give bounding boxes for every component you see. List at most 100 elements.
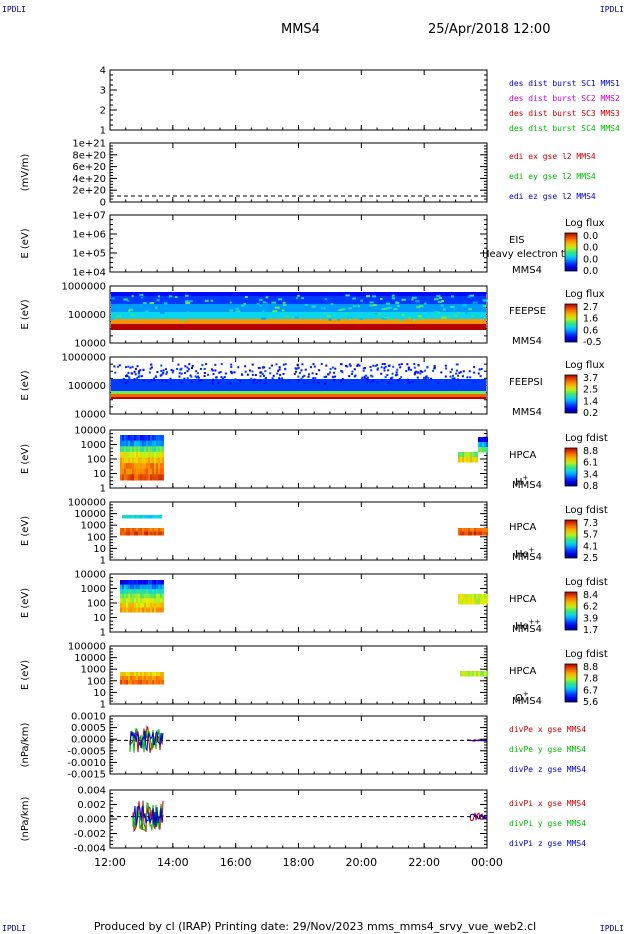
spectrogram-cell xyxy=(130,676,132,681)
spectrogram-cell xyxy=(461,375,464,378)
spectrogram-cell xyxy=(297,381,300,384)
spectrogram-cell xyxy=(128,474,130,481)
spectrogram-cell xyxy=(229,301,232,304)
spectrogram-cell xyxy=(132,435,134,442)
spectrogram-cell xyxy=(381,379,384,382)
spectrogram-cell xyxy=(140,531,142,536)
spectrogram-cell xyxy=(150,463,152,470)
y-tick-label: 10000 xyxy=(74,339,106,350)
spectrogram-cell xyxy=(142,598,144,604)
spectrogram-cell xyxy=(162,369,165,372)
spectrogram-cell xyxy=(124,463,126,470)
y-axis-label: (nPa/km) xyxy=(20,797,31,842)
spectrogram-cell xyxy=(140,515,142,519)
spectrogram-cell xyxy=(150,451,152,458)
spectrogram-cell xyxy=(148,457,150,464)
spectrogram-cell xyxy=(199,367,202,370)
spectrogram-cell xyxy=(128,680,130,685)
spectrogram-cell xyxy=(189,374,192,377)
spectrogram-cell xyxy=(138,602,140,608)
spectrogram-cell xyxy=(413,373,416,376)
spectrogram-cell xyxy=(484,671,486,677)
spectrogram-cell xyxy=(162,598,164,604)
spectrogram-cell xyxy=(134,468,136,475)
spectrogram-cell xyxy=(415,370,418,373)
series-line xyxy=(469,813,488,820)
spectrogram-cell xyxy=(470,599,472,605)
spectrogram-cell xyxy=(134,446,136,453)
x-tick-label: 20:00 xyxy=(345,856,377,869)
colorbar-label: 3.7 xyxy=(583,373,598,384)
spectrogram-cell xyxy=(480,447,482,453)
spectrogram-cell xyxy=(146,598,148,604)
spectrogram-cell xyxy=(128,528,130,532)
y-tick-label: -0.004 xyxy=(74,844,106,855)
spectrogram-cell xyxy=(136,440,138,447)
y-tick-label: -0.0010 xyxy=(67,758,106,769)
y-tick-label: 3 xyxy=(100,86,106,97)
spectrogram-cell xyxy=(470,314,475,317)
spectrogram-cell xyxy=(445,379,448,382)
spectrogram-cell xyxy=(140,584,142,590)
spectrogram-cell xyxy=(144,531,146,536)
spectrogram-cell xyxy=(280,381,283,384)
spectrogram-cell xyxy=(124,435,126,442)
spectrogram-cell xyxy=(478,437,480,443)
spectrogram-cell xyxy=(480,442,482,448)
y-tick-label: 10000 xyxy=(74,653,106,664)
colorbar-label: 1.4 xyxy=(583,396,598,407)
spectrogram-cell xyxy=(124,515,126,519)
spectrogram-cell xyxy=(150,446,152,453)
spectrogram-cell xyxy=(144,580,146,586)
spectrogram-cell xyxy=(369,304,374,307)
spectrogram-cell xyxy=(244,370,247,373)
spectrogram-cell xyxy=(126,440,128,447)
spectrogram-cell xyxy=(183,377,186,380)
spectrogram-cell xyxy=(468,457,470,463)
spectrogram-cell xyxy=(155,382,158,385)
colorbar-label: 3.4 xyxy=(583,469,598,480)
spectrogram-cell xyxy=(130,531,132,536)
spectrogram-cell xyxy=(180,381,183,384)
hpca-spectrogram xyxy=(120,580,164,613)
spectrogram-cell xyxy=(162,528,164,532)
spacecraft-label: MMS4 xyxy=(512,480,542,491)
spectrogram-cell xyxy=(169,377,172,380)
y-tick-label: 0.0005 xyxy=(71,723,106,734)
spectrogram-cell xyxy=(439,380,442,383)
spectrogram-cell xyxy=(114,371,117,374)
spectrogram-cell xyxy=(154,528,156,532)
spectrogram-cell xyxy=(132,440,134,447)
spectrogram-cell xyxy=(116,315,122,318)
spectrogram-cell xyxy=(458,382,461,385)
spectrogram-cell xyxy=(140,580,142,586)
spectrogram-cell xyxy=(354,374,357,377)
spectrogram-cell xyxy=(146,474,148,481)
instrument-label: HPCA xyxy=(509,666,537,677)
colorbar-label: 1.6 xyxy=(583,314,598,325)
spectrogram-cell xyxy=(132,528,134,532)
spectrogram-cell xyxy=(486,671,488,677)
spectrogram-cell xyxy=(474,531,476,536)
spectrogram-cell xyxy=(383,369,386,372)
spectrogram-cell xyxy=(407,378,410,381)
spectrogram-cell xyxy=(150,602,152,608)
spectrogram-cell xyxy=(136,589,138,595)
spectrogram-cell xyxy=(160,580,162,586)
spectrogram-cell xyxy=(408,316,411,319)
spectrogram-cell xyxy=(149,363,152,366)
spectrogram-cell xyxy=(150,593,152,599)
spectrogram-cell xyxy=(148,589,150,595)
spectrogram-cell xyxy=(162,580,164,586)
spectrogram-cell xyxy=(148,474,150,481)
spectrogram-cell xyxy=(128,376,131,379)
spectrogram-cell xyxy=(399,319,404,322)
spectrogram-cell xyxy=(120,528,122,532)
spectrogram-cell xyxy=(158,598,160,604)
spectrogram-cell xyxy=(376,364,379,367)
spectrogram-cell xyxy=(136,468,138,475)
spectrogram-cell xyxy=(370,317,373,320)
spectrogram-cell xyxy=(158,589,160,595)
spectrogram-cell xyxy=(169,382,172,385)
